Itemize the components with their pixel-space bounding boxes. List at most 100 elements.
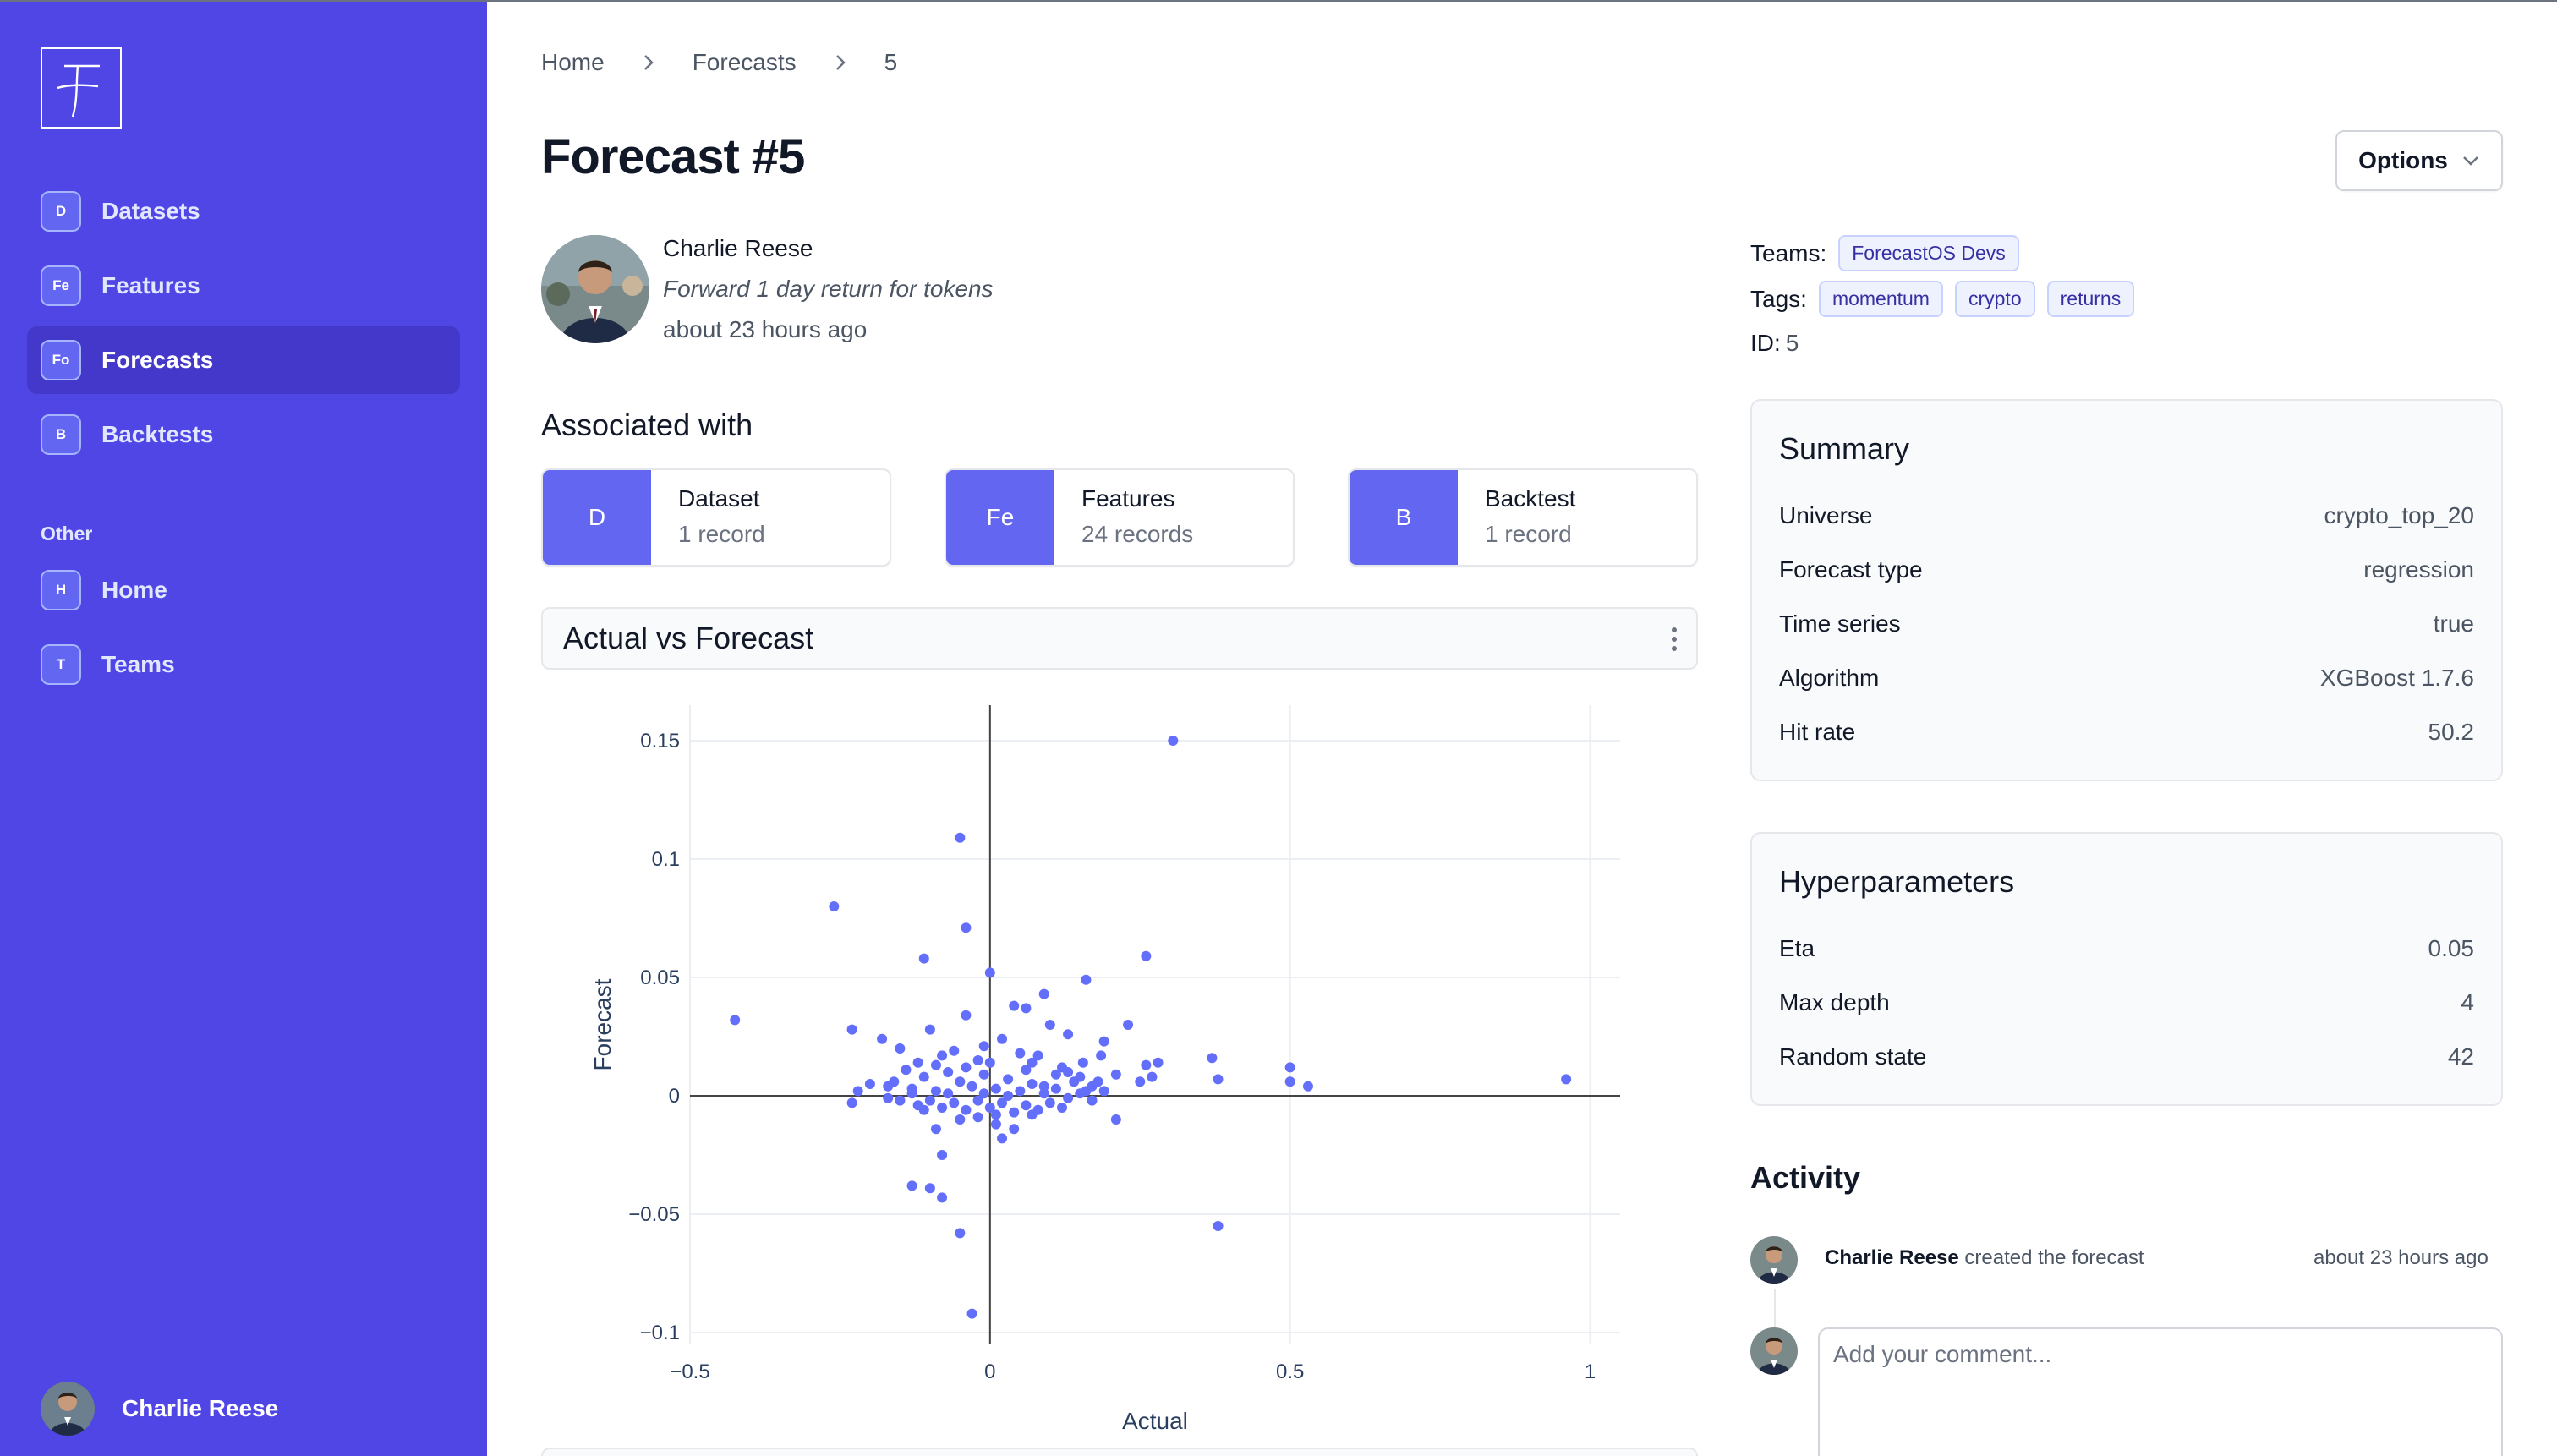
data-point — [1044, 1097, 1055, 1108]
sidebar-item-forecasts[interactable]: Fo Forecasts — [27, 326, 460, 394]
data-point — [1038, 1088, 1049, 1099]
hyperparameter-value: 4 — [2461, 989, 2474, 1015]
data-point — [997, 1033, 1008, 1044]
more-options-icon[interactable] — [1671, 626, 1678, 657]
sidebar-item-teams[interactable]: T Teams — [27, 631, 460, 698]
avatar — [1750, 1236, 1798, 1284]
data-point — [990, 1109, 1001, 1120]
sidebar-item-backtests[interactable]: B Backtests — [27, 401, 460, 468]
breadcrumb: Home Forecasts 5 — [541, 47, 897, 78]
associated-dataset-card[interactable]: D Dataset 1 record — [541, 468, 891, 567]
data-point — [1032, 1050, 1043, 1061]
hyperparameter-row: Max depth 4 — [1779, 986, 2474, 1020]
data-point — [895, 1043, 906, 1054]
options-button-label: Options — [2358, 147, 2448, 173]
breadcrumb-forecasts[interactable]: Forecasts — [692, 49, 797, 75]
comment-input[interactable] — [1818, 1327, 2503, 1456]
sidebar-item-datasets[interactable]: D Datasets — [27, 178, 460, 245]
associated-card-name: Dataset — [678, 485, 760, 512]
data-point — [918, 1071, 929, 1082]
author-name[interactable]: Charlie Reese — [663, 235, 813, 261]
backtests-badge-icon: B — [41, 414, 81, 455]
sidebar-item-label: Features — [101, 272, 200, 298]
dataset-badge-icon: D — [543, 470, 651, 565]
data-point — [930, 1086, 941, 1097]
nav-section-other: Other — [41, 523, 93, 545]
summary-value: crypto_top_20 — [2324, 502, 2474, 528]
hyperparameter-row: Eta 0.05 — [1779, 932, 2474, 966]
associated-card-count: 1 record — [1485, 521, 1572, 547]
data-point — [937, 1192, 948, 1203]
sidebar-item-features[interactable]: Fe Features — [27, 252, 460, 320]
data-point — [1284, 1062, 1295, 1073]
associated-card-count: 1 record — [678, 521, 765, 547]
data-point — [1123, 1020, 1134, 1030]
tag-chip[interactable]: returns — [2046, 281, 2135, 317]
tag-chip[interactable]: crypto — [1954, 281, 2035, 317]
summary-row: Forecast type regression — [1779, 553, 2474, 587]
data-point — [906, 1088, 917, 1099]
chevron-down-icon — [2463, 156, 2478, 166]
id-label: ID: — [1750, 330, 1781, 356]
activity-action: created the forecast — [1958, 1246, 2144, 1269]
secondary-nav: H Home T Teams — [27, 556, 460, 705]
data-point — [1081, 1086, 1092, 1097]
sidebar-item-home[interactable]: H Home — [27, 556, 460, 624]
app-logo[interactable] — [41, 47, 122, 129]
data-point — [1057, 1103, 1067, 1113]
data-point — [955, 832, 966, 843]
data-point — [1141, 1059, 1152, 1070]
x-tick-label: −0.5 — [670, 1360, 709, 1383]
tag-chip[interactable]: momentum — [1818, 281, 1943, 317]
breadcrumb-home[interactable]: Home — [541, 49, 605, 75]
data-point — [1063, 1029, 1074, 1040]
associated-backtest-card[interactable]: B Backtest 1 record — [1348, 468, 1698, 567]
activity-time: about 23 hours ago — [2313, 1246, 2489, 1269]
data-point — [1207, 1053, 1218, 1064]
data-point — [1050, 1083, 1061, 1094]
options-button[interactable]: Options — [2335, 130, 2503, 191]
team-tag[interactable]: ForecastOS Devs — [1838, 235, 2019, 271]
associated-features-card[interactable]: Fe Features 24 records — [945, 468, 1295, 567]
data-point — [1021, 1065, 1032, 1076]
data-point — [1038, 1081, 1049, 1092]
y-tick-label: 0.1 — [652, 848, 680, 871]
data-point — [1302, 1081, 1313, 1092]
summary-row: Hit rate 50.2 — [1779, 715, 2474, 749]
data-point — [901, 1065, 912, 1076]
hyperparameter-value: 42 — [2447, 1043, 2474, 1070]
y-tick-label: 0.05 — [640, 966, 680, 989]
associated-card-name: Backtest — [1485, 485, 1576, 512]
next-card-edge — [541, 1448, 1698, 1456]
chart-header: Actual vs Forecast — [541, 607, 1698, 670]
data-point — [984, 1103, 995, 1113]
data-point — [943, 1088, 954, 1099]
data-point — [972, 1095, 983, 1106]
data-point — [1153, 1057, 1164, 1068]
breadcrumb-current[interactable]: 5 — [884, 49, 898, 75]
y-tick-label: 0.15 — [640, 730, 680, 753]
hyperparameter-value: 0.05 — [2428, 935, 2475, 961]
data-point — [1044, 1020, 1055, 1030]
data-point — [972, 1112, 983, 1123]
summary-value: XGBoost 1.7.6 — [2319, 665, 2474, 691]
x-axis-title: Actual — [1122, 1408, 1188, 1434]
y-tick-label: −0.05 — [628, 1203, 680, 1226]
data-point — [1015, 1048, 1026, 1059]
data-point — [949, 1097, 960, 1108]
data-point — [997, 1133, 1008, 1144]
data-point — [966, 1308, 977, 1319]
teams-label: Teams: — [1750, 239, 1827, 266]
data-point — [943, 1067, 954, 1077]
associated-card-name: Features — [1081, 485, 1175, 512]
data-point — [1009, 1124, 1020, 1135]
sidebar-user-profile[interactable]: Charlie Reese — [41, 1382, 278, 1436]
summary-key: Algorithm — [1779, 665, 1880, 691]
data-point — [924, 1183, 935, 1194]
activity-user[interactable]: Charlie Reese — [1825, 1246, 1959, 1269]
data-point — [912, 1057, 923, 1068]
y-axis-title: Forecast — [589, 978, 616, 1070]
data-point — [972, 1055, 983, 1065]
teams-row: Teams: ForecastOS Devs — [1750, 235, 2019, 271]
scatter-chart[interactable]: −0.5 0 0.5 1 −0.1 −0.05 0 0.05 0.1 0.15 Actual Fore… — [541, 693, 1698, 1437]
